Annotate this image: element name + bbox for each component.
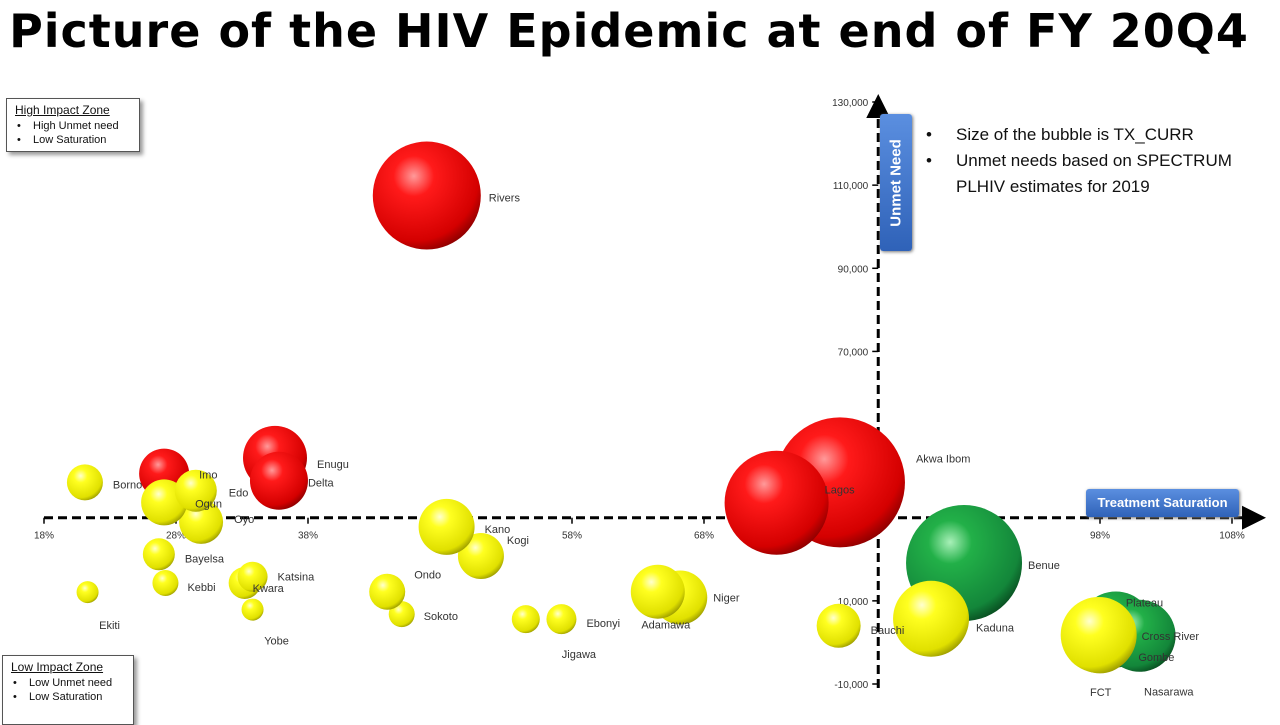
bubble-label: Jigawa [562, 649, 597, 661]
bubble-label: Lagos [825, 485, 855, 497]
y-tick-label: 10,000 [838, 597, 869, 608]
low-zone-item: Low Unmet need [11, 676, 125, 690]
bubble-ondo [369, 573, 406, 610]
bubble-label: Benue [1028, 560, 1060, 572]
bubble-label: Bauchi [871, 625, 905, 637]
bubble-ekiti [76, 581, 99, 604]
x-tick-label: 98% [1090, 531, 1110, 542]
bubble-label: Kwara [253, 583, 285, 595]
bubble-kebbi [152, 569, 179, 596]
y-tick-label: -10,000 [834, 680, 868, 691]
x-tick-label: 28% [166, 531, 186, 542]
bubble-label: Kebbi [187, 582, 215, 594]
low-impact-zone-heading: Low Impact Zone [11, 660, 104, 674]
low-zone-item: Low Saturation [11, 690, 125, 704]
bubble-label: Edo [229, 488, 249, 500]
bubble-label: Oyo [234, 514, 254, 526]
high-zone-item: Low Saturation [15, 133, 131, 147]
high-zone-item: High Unmet need [15, 119, 131, 133]
bubble-adamawa [630, 564, 685, 619]
bubble-borno [66, 464, 103, 501]
y-tick-label: 70,000 [838, 347, 869, 358]
bubble-label: Ebonyi [586, 618, 620, 630]
x-tick-label: 18% [34, 531, 54, 542]
y-tick-label: 90,000 [838, 264, 869, 275]
bubble-label: Niger [713, 593, 740, 605]
chart-notes: Size of the bubble is TX_CURR Unmet need… [926, 122, 1266, 200]
bubble-label: Nasarawa [1144, 686, 1194, 698]
bubble-delta [249, 451, 308, 510]
bubbles [66, 141, 1176, 674]
bubble-label: Borno [113, 479, 142, 491]
note-item: Size of the bubble is TX_CURR [926, 122, 1266, 148]
x-tick-label: 58% [562, 531, 582, 542]
bubble-label: Ondo [414, 570, 441, 582]
bubble-rivers [372, 141, 481, 250]
bubble-fct [1060, 596, 1137, 673]
note-item: Unmet needs based on SPECTRUM PLHIV esti… [926, 148, 1266, 200]
bubble-kano [418, 498, 475, 555]
bubble-label: Yobe [264, 636, 289, 648]
bubble-label: Kaduna [976, 623, 1015, 635]
bubble-label: Delta [308, 478, 335, 490]
bubble-katsina [237, 561, 268, 592]
bubble-kaduna [893, 580, 970, 657]
bubble-label: Akwa Ibom [916, 453, 970, 465]
bubble-lagos [724, 450, 829, 555]
y-tick-label: 130,000 [832, 98, 869, 109]
x-axis-title: Treatment Saturation [1086, 489, 1239, 517]
x-tick-label: 68% [694, 531, 714, 542]
bubble-label: Rivers [489, 193, 521, 205]
bubble-label: Ogun [195, 498, 222, 510]
bubble-bayelsa [142, 538, 175, 571]
bubble-label: Enugu [317, 459, 349, 471]
bubble-label: Kano [485, 524, 511, 536]
bubble-label: Gombe [1138, 652, 1174, 664]
bubble-bauchi [816, 603, 861, 648]
bubble-edo [174, 469, 217, 512]
bubble-yobe [241, 598, 264, 621]
bubble-label: Cross River [1142, 631, 1200, 643]
y-axis-title-box: Unmet Need [880, 114, 912, 251]
bubble-label: Imo [199, 470, 217, 482]
bubble-labels: Rivers Akwa Ibom Lagos Enugu Delta Imo Benue Pl… [99, 193, 1199, 699]
bubble-label: Kogi [507, 535, 529, 547]
bubble-label: Adamawa [641, 620, 691, 632]
bubble-kogi [457, 532, 504, 579]
bubble-label: Ekiti [99, 620, 120, 632]
y-tick-label: 110,000 [833, 181, 869, 192]
page-title: Picture of the HIV Epidemic at end of FY… [9, 4, 1249, 58]
bubble-label: Sokoto [424, 611, 458, 623]
bubble-jigawa [511, 605, 540, 634]
high-impact-zone-heading: High Impact Zone [15, 103, 110, 117]
bubble-ebonyi [546, 604, 577, 635]
bubble-label: Bayelsa [185, 553, 225, 565]
y-axis-title: Unmet Need [887, 138, 905, 227]
bubble-label: Katsina [278, 572, 316, 584]
low-impact-zone-box: Low Impact Zone Low Unmet need Low Satur… [2, 655, 134, 725]
bubble-label: FCT [1090, 687, 1112, 699]
x-tick-label: 38% [298, 531, 318, 542]
high-impact-zone-box: High Impact Zone High Unmet need Low Sat… [6, 98, 140, 152]
bubble-label: Plateau [1126, 598, 1163, 610]
x-tick-label: 108% [1219, 531, 1245, 542]
